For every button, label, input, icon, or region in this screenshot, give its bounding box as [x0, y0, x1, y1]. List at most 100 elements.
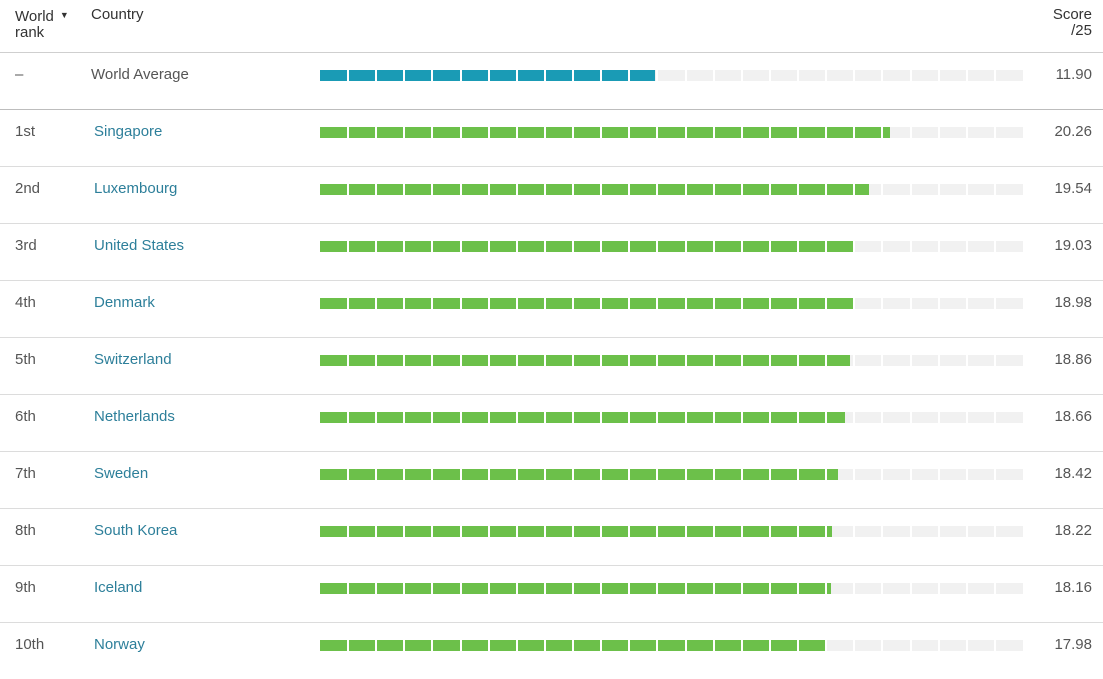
bar-segment-divider: [431, 184, 434, 195]
country-link[interactable]: Sweden: [94, 465, 149, 482]
bar-segment-divider: [684, 241, 687, 252]
bar-segment-divider: [347, 412, 350, 423]
bar-segment-divider: [797, 70, 800, 81]
bar-segment-divider: [487, 469, 490, 480]
bar-segment-divider: [797, 127, 800, 138]
bar-segment-divider: [881, 469, 884, 480]
bar-segment-divider: [347, 241, 350, 252]
bar-segment-divider: [881, 355, 884, 366]
bar-segment-divider: [628, 526, 631, 537]
bar-segment-divider: [543, 70, 546, 81]
bar-segment-divider: [375, 526, 378, 537]
country-link[interactable]: Singapore: [94, 123, 163, 140]
bar-segment-divider: [431, 241, 434, 252]
bar-segment-divider: [965, 583, 968, 594]
country-link[interactable]: Switzerland: [94, 351, 172, 368]
bar-segment-divider: [375, 583, 378, 594]
world-average-row: – World Average 11.90: [0, 53, 1103, 110]
bar-segment-divider: [487, 526, 490, 537]
bar-segment-divider: [853, 526, 856, 537]
country-link[interactable]: Luxembourg: [94, 180, 178, 197]
bar-segment-divider: [937, 241, 940, 252]
bar-segment-divider: [600, 127, 603, 138]
bar-segment-divider: [628, 184, 631, 195]
bar-segment-divider: [740, 184, 743, 195]
bar-segment-divider: [993, 184, 996, 195]
bar-segment-divider: [881, 583, 884, 594]
bar-segment-divider: [347, 127, 350, 138]
bar-segment-divider: [459, 583, 462, 594]
bar-segment-divider: [909, 469, 912, 480]
bar-segment-divider: [600, 526, 603, 537]
bar-segment-divider: [768, 298, 771, 309]
bar-segment-divider: [628, 583, 631, 594]
country-link[interactable]: Iceland: [94, 579, 143, 596]
row-rank: 2nd: [15, 180, 41, 197]
sort-by-rank-header[interactable]: World ▼ rank: [15, 7, 69, 41]
bar-segment-divider: [909, 640, 912, 651]
bar-segment-divider: [375, 298, 378, 309]
bar-segment-divider: [543, 583, 546, 594]
score-header-line1: Score: [1052, 6, 1092, 23]
country-link[interactable]: Netherlands: [94, 408, 175, 425]
bar-segment-divider: [684, 640, 687, 651]
bar-segment-divider: [712, 127, 715, 138]
score-bar-fill: [320, 583, 831, 594]
bar-segment-divider: [712, 412, 715, 423]
bar-segment-divider: [347, 184, 350, 195]
bar-segment-divider: [600, 469, 603, 480]
bar-segment-divider: [881, 127, 884, 138]
bar-segment-divider: [347, 583, 350, 594]
row-score: 19.03: [1054, 237, 1092, 254]
bar-segment-divider: [543, 412, 546, 423]
bar-segment-divider: [965, 298, 968, 309]
bar-segment-divider: [740, 127, 743, 138]
table-row: 10th Norway 17.98: [0, 623, 1103, 679]
bar-segment-divider: [740, 583, 743, 594]
row-score: 18.42: [1054, 465, 1092, 482]
bar-segment-divider: [515, 70, 518, 81]
row-rank: 5th: [15, 351, 36, 368]
bar-segment-divider: [993, 412, 996, 423]
bar-segment-divider: [740, 412, 743, 423]
country-link[interactable]: Norway: [94, 636, 145, 653]
bar-segment-divider: [993, 70, 996, 81]
bar-segment-divider: [487, 412, 490, 423]
bar-segment-divider: [853, 640, 856, 651]
table-row: 1st Singapore 20.26: [0, 110, 1103, 167]
bar-segment-divider: [937, 412, 940, 423]
bar-segment-divider: [431, 412, 434, 423]
bar-segment-divider: [487, 70, 490, 81]
score-bar: [320, 127, 1023, 138]
bar-segment-divider: [768, 583, 771, 594]
bar-segment-divider: [515, 469, 518, 480]
row-score: 18.16: [1054, 579, 1092, 596]
country-link[interactable]: Denmark: [94, 294, 155, 311]
bar-segment-divider: [543, 469, 546, 480]
bar-segment-divider: [431, 469, 434, 480]
row-score: 18.98: [1054, 294, 1092, 311]
bar-segment-divider: [937, 127, 940, 138]
bar-segment-divider: [628, 70, 631, 81]
bar-segment-divider: [572, 241, 575, 252]
bar-segment-divider: [740, 640, 743, 651]
rank-header-line2: rank: [15, 24, 45, 41]
score-bar-fill: [320, 355, 851, 366]
bar-segment-divider: [459, 70, 462, 81]
bar-segment-divider: [600, 640, 603, 651]
score-bar-fill: [320, 412, 845, 423]
bar-segment-divider: [853, 355, 856, 366]
bar-segment-divider: [740, 70, 743, 81]
bar-segment-divider: [656, 583, 659, 594]
bar-segment-divider: [543, 640, 546, 651]
row-rank: 9th: [15, 579, 36, 596]
bar-segment-divider: [853, 70, 856, 81]
bar-segment-divider: [403, 127, 406, 138]
bar-segment-divider: [712, 184, 715, 195]
country-link[interactable]: South Korea: [94, 522, 178, 539]
bar-segment-divider: [937, 70, 940, 81]
country-header[interactable]: Country: [91, 6, 144, 23]
score-header[interactable]: Score /25: [1053, 7, 1092, 39]
bar-segment-divider: [431, 583, 434, 594]
country-link[interactable]: United States: [94, 237, 185, 254]
